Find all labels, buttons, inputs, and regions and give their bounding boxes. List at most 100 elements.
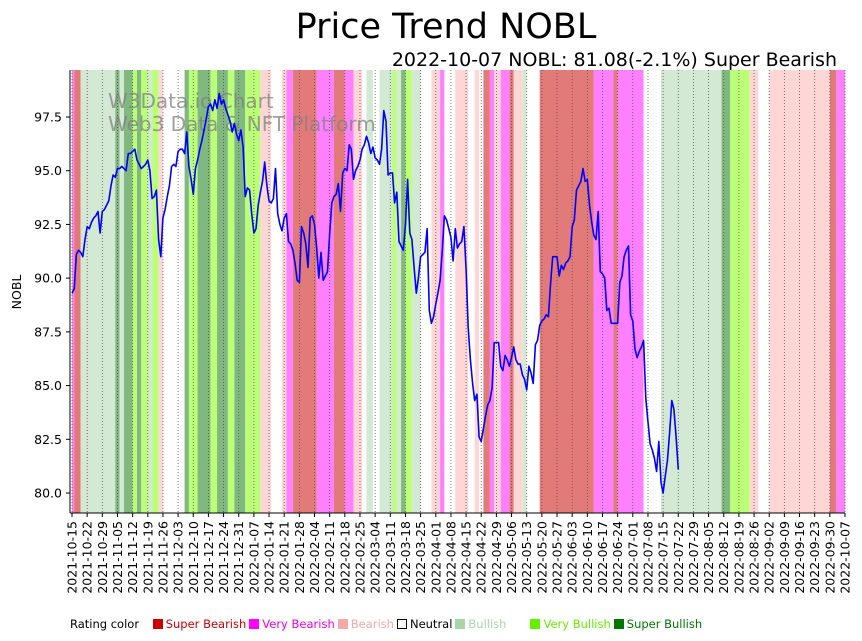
rating-band-very_bearish [593,70,614,513]
y-tick-label: 97.5 [34,110,62,125]
rating-band-super_bullish [123,70,133,513]
rating-band-bearish [455,70,469,513]
x-tick-label: 2021-11-19 [140,521,155,594]
x-tick-label: 2022-03-04 [368,521,383,594]
x-tick-label: 2022-07-08 [641,521,656,594]
rating-band-very_bullish [132,70,137,513]
legend-label-very_bearish: Very Bearish [262,617,335,631]
rating-band-very_bullish [152,70,159,513]
x-tick-label: 2022-02-11 [322,521,337,594]
rating-band-very_bullish [227,70,235,513]
legend-label-bullish: Bullish [468,617,507,631]
y-tick-label: 85.0 [34,378,62,393]
x-tick-label: 2022-09-02 [762,521,777,594]
rating-band-very_bullish [392,70,397,513]
x-tick-label: 2021-11-26 [155,521,170,594]
y-axis-label: NOBL [9,275,24,310]
rating-legend: Rating color Super Bearish Very Bearish Be… [70,617,705,631]
rating-band-super_bullish [217,70,228,513]
rating-band-super_bullish [401,70,406,513]
rating-band-super_bearish [292,70,317,513]
rating-band-bearish [513,70,523,513]
rating-band-very_bullish [245,70,261,513]
x-tick-label: 2022-02-25 [353,521,368,594]
legend-swatch-very_bullish [530,619,541,629]
legend-label-bearish: Bearish [350,617,394,631]
rating-band-neutral [479,70,484,513]
legend-swatch-super_bearish [152,619,163,629]
rating-band-neutral [362,70,367,513]
rating-band-very_bullish [405,70,412,513]
x-tick-label: 2021-10-29 [95,521,110,594]
x-tick-label: 2022-06-03 [565,521,580,594]
rating-band-neutral [162,70,185,513]
rating-band-very_bullish [730,70,750,513]
x-tick-label: 2022-06-24 [610,521,625,594]
legend-label-super_bullish: Super Bullish [626,617,703,631]
rating-band-bullish [366,70,373,513]
x-tick-label: 2022-07-22 [671,521,686,594]
watermark-line-1: W3Data.io Chart [108,89,274,113]
x-tick-label: 2022-05-13 [519,521,534,594]
x-tick-label: 2021-10-22 [80,521,95,594]
x-tick-label: 2022-01-21 [277,521,292,594]
x-tick-label: 2021-12-31 [231,521,246,594]
y-tick-label: 92.5 [34,217,62,232]
x-tick-label: 2021-12-17 [201,521,216,594]
rating-bands [72,70,845,513]
x-tick-label: 2022-04-22 [474,521,489,594]
rating-band-neutral [444,70,456,513]
x-tick-label: 2021-12-10 [186,521,201,594]
rating-band-neutral [526,70,540,513]
rating-band-super_bearish [539,70,594,513]
rating-band-super_bearish [483,70,490,513]
legend-title: Rating color [70,617,140,631]
rating-band-neutral [271,70,283,513]
y-axis-ticks: 80.0 82.5 85.0 87.5 90.0 92.5 95.0 97.5 [34,110,70,501]
rating-band-bearish [431,70,441,513]
rating-band-bullish [147,70,153,513]
rating-band-bullish [691,70,722,513]
x-tick-label: 2022-02-04 [307,521,322,594]
rating-band-bearish [158,70,163,513]
rating-band-neutral [420,70,432,513]
series-line-NOBL [71,92,680,494]
rating-band-very_bearish [489,70,495,513]
chart-subtitle: 2022-10-07 NOBL: 81.08(-2.1%) Super Bear… [392,49,837,71]
x-tick-label: 2022-03-25 [413,521,428,594]
rating-band-super_bearish [334,70,345,513]
rating-band-super_bullish [197,70,211,513]
legend-label-very_bullish: Very Bullish [543,617,611,631]
x-tick-label: 2022-04-29 [489,521,504,594]
y-tick-label: 80.0 [34,486,62,501]
rating-band-very_bullish [210,70,218,513]
watermark: W3Data.io Chart Web3 Data & NFT Platform [108,89,376,136]
x-tick-label: 2022-07-01 [625,521,640,594]
rating-band-neutral [468,70,475,513]
x-tick-label: 2022-05-20 [534,521,549,594]
rating-band-very_bullish [141,70,148,513]
y-tick-label: 82.5 [34,432,62,447]
rating-band-very_bullish [188,70,198,513]
y-tick-label: 90.0 [34,271,62,286]
legend-item-very_bullish: Very Bullish [530,617,611,631]
rating-band-super_bearish [509,70,514,513]
x-tick-label: 2021-11-05 [110,521,125,594]
y-tick-label: 87.5 [34,324,62,339]
x-tick-label: 2022-09-30 [822,521,837,594]
rating-band-very_bearish [286,70,293,513]
x-tick-label: 2022-08-26 [747,521,762,594]
rating-band-neutral [643,70,661,513]
rating-band-very_bearish [836,70,845,513]
x-tick-label: 2022-04-15 [459,521,474,594]
rating-band-bullish [80,70,116,513]
rating-band-bullish [522,70,527,513]
y-tick-label: 95.0 [34,163,62,178]
rating-band-super_bullish [721,70,731,513]
x-tick-label: 2022-06-17 [595,521,610,594]
rating-band-super_bullish [184,70,189,513]
x-tick-label: 2022-09-23 [807,521,822,594]
rating-band-bearish [494,70,501,513]
rating-band-bearish [353,70,363,513]
legend-swatch-very_bearish [249,619,260,629]
